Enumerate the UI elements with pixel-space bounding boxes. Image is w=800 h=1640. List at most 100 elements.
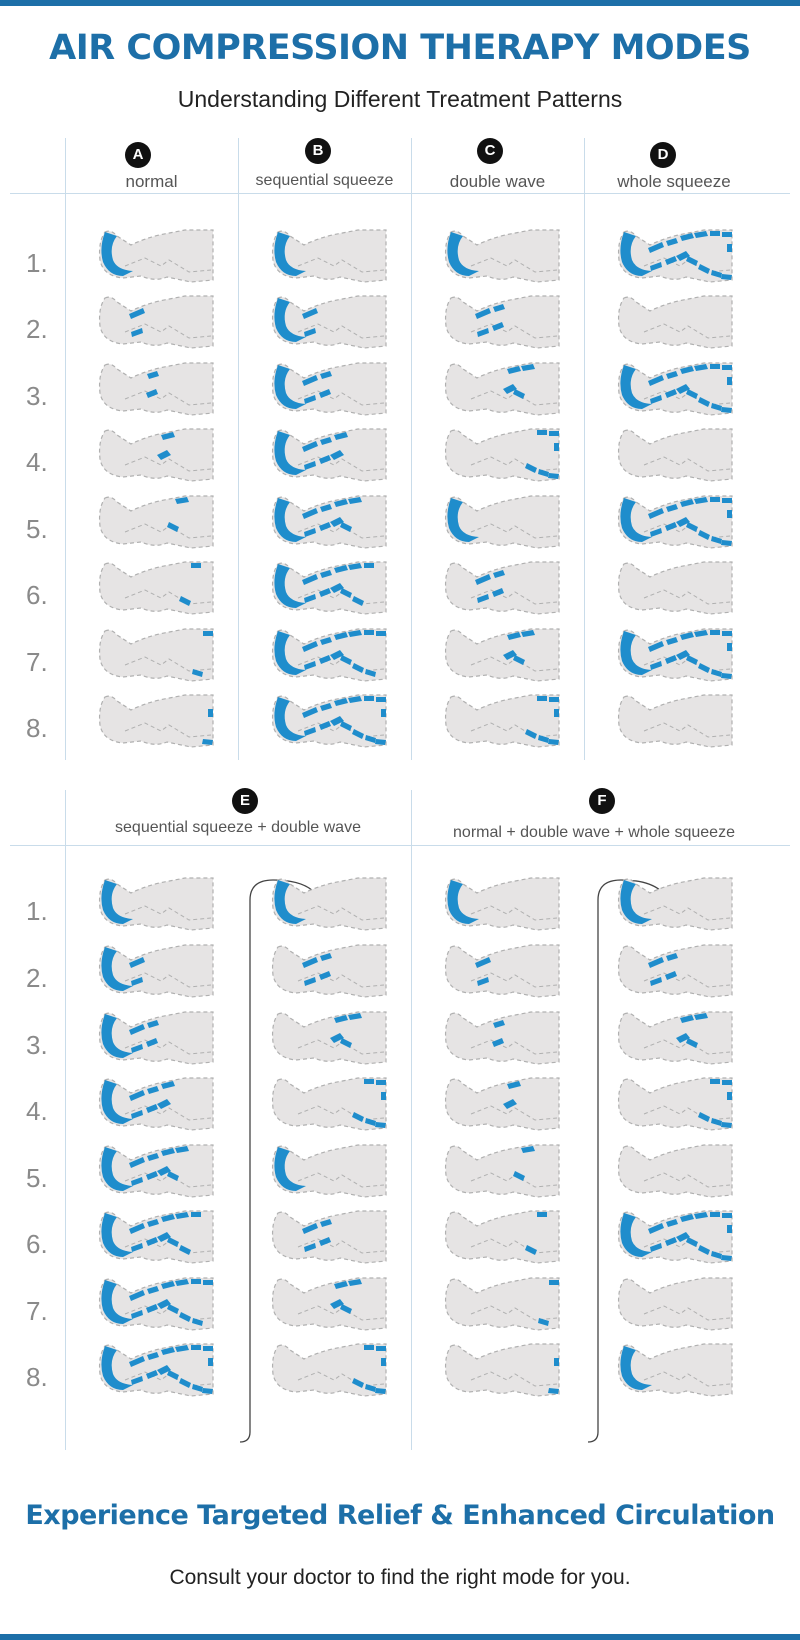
active-chamber <box>302 375 318 404</box>
active-chamber <box>698 1079 720 1122</box>
active-chamber <box>340 630 362 665</box>
leg-diagram <box>614 941 734 999</box>
active-chamber <box>686 1212 708 1247</box>
leg-icon <box>98 229 214 283</box>
active-chamber <box>475 308 491 337</box>
active-chamber <box>665 1219 678 1246</box>
active-chamber <box>513 364 535 399</box>
active-chamber <box>202 1358 213 1394</box>
leg-icon <box>444 1277 560 1331</box>
active-chamber <box>101 232 133 276</box>
active-chamber <box>711 1213 732 1259</box>
active-chamber <box>192 1346 213 1392</box>
leg-diagram <box>614 1274 734 1332</box>
leg-diagram <box>614 226 734 284</box>
leg-icon <box>617 694 733 748</box>
leg-diagram <box>441 1074 561 1132</box>
active-chamber <box>157 1081 175 1109</box>
leg-diagram <box>95 874 215 932</box>
active-chamber <box>676 1015 694 1043</box>
active-chamber <box>721 1225 732 1261</box>
row-number: 6. <box>26 1229 48 1259</box>
leg-diagram <box>268 1074 388 1132</box>
active-chamber <box>665 238 678 265</box>
leg-diagram <box>614 1074 734 1132</box>
active-chamber <box>302 707 318 736</box>
active-chamber <box>620 1346 652 1390</box>
active-chamber <box>620 232 652 276</box>
active-chamber <box>648 957 664 986</box>
leg-icon <box>98 561 214 615</box>
active-chamber <box>167 1345 189 1380</box>
leg-diagram <box>268 691 388 749</box>
leg-icon <box>617 561 733 615</box>
leg-diagram <box>614 1141 734 1199</box>
leg-diagram <box>268 425 388 483</box>
leg-diagram <box>614 425 734 483</box>
leg-icon <box>444 877 560 931</box>
active-chamber <box>319 1219 332 1246</box>
leg-diagram <box>95 558 215 616</box>
leg-icon <box>98 877 214 931</box>
active-chamber <box>274 631 306 675</box>
leg-diagram <box>441 1141 561 1199</box>
leg-diagram <box>95 691 215 749</box>
leg-diagram <box>441 874 561 932</box>
leg-diagram <box>441 226 561 284</box>
active-chamber <box>157 1214 175 1242</box>
active-chamber <box>101 1213 133 1257</box>
active-chamber <box>676 499 694 527</box>
leg-icon <box>271 428 387 482</box>
active-chamber <box>352 696 374 739</box>
grid-line <box>65 790 66 1450</box>
leg-diagram <box>441 558 561 616</box>
leg-icon <box>271 694 387 748</box>
leg-icon <box>98 428 214 482</box>
row-number: 2. <box>26 963 48 993</box>
active-chamber <box>686 1013 708 1048</box>
leg-diagram <box>95 1008 215 1066</box>
leg-diagram <box>614 292 734 350</box>
active-chamber <box>375 709 386 745</box>
grid-line <box>238 138 239 760</box>
leg-diagram <box>614 1340 734 1398</box>
leg-icon <box>617 1277 733 1331</box>
footer-subtitle: Consult your doctor to find the right mo… <box>169 1566 631 1589</box>
leg-icon <box>617 1343 733 1397</box>
active-chamber <box>676 632 694 660</box>
active-chamber <box>525 1212 547 1255</box>
leg-diagram <box>95 1141 215 1199</box>
row-number: 1. <box>26 896 48 926</box>
active-chamber <box>711 365 732 411</box>
leg-icon <box>98 1144 214 1198</box>
active-chamber <box>340 1013 362 1048</box>
mode-f-badge: F <box>589 788 615 814</box>
leg-diagram <box>441 625 561 683</box>
active-chamber <box>157 1347 175 1375</box>
leg-icon <box>98 694 214 748</box>
active-chamber <box>620 365 652 409</box>
active-chamber <box>375 1358 386 1394</box>
leg-icon <box>98 295 214 349</box>
leg-icon <box>444 561 560 615</box>
header-divider <box>10 845 790 846</box>
leg-icon <box>271 1210 387 1264</box>
active-chamber <box>146 1352 159 1379</box>
active-chamber <box>538 431 559 477</box>
leg-icon <box>271 1343 387 1397</box>
active-chamber <box>319 953 332 980</box>
leg-icon <box>444 1210 560 1264</box>
leg-icon <box>271 561 387 615</box>
active-chamber <box>686 231 708 266</box>
active-chamber <box>319 371 332 398</box>
leg-icon <box>98 362 214 416</box>
active-chamber <box>274 365 306 409</box>
mode-e-label: sequential squeeze + double wave <box>115 819 361 836</box>
leg-diagram <box>268 625 388 683</box>
active-chamber <box>274 431 306 475</box>
active-chamber <box>365 631 386 677</box>
leg-diagram <box>614 359 734 417</box>
active-chamber <box>302 957 318 986</box>
active-chamber <box>525 696 547 739</box>
active-chamber <box>157 1281 175 1309</box>
